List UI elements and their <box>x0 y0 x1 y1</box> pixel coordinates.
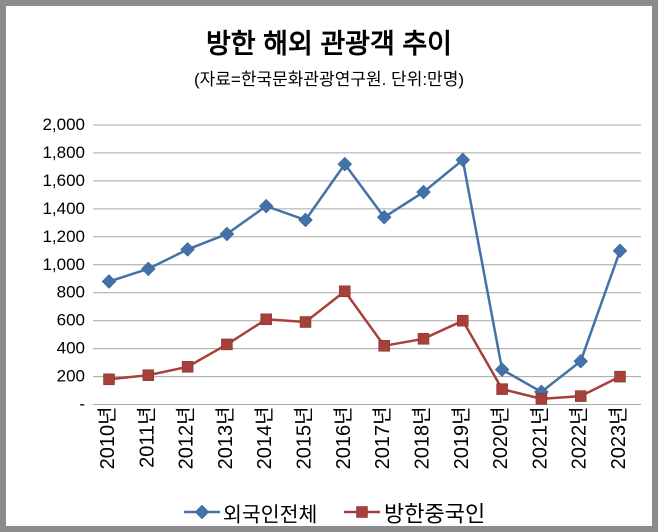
svg-text:2010년: 2010년 <box>96 407 119 470</box>
svg-text:2012년: 2012년 <box>175 407 198 470</box>
svg-text:1,600: 1,600 <box>42 171 85 190</box>
svg-text:1,400: 1,400 <box>42 199 85 218</box>
svg-text:2014년: 2014년 <box>253 407 276 470</box>
svg-text:2019년: 2019년 <box>450 407 473 470</box>
svg-text:1,800: 1,800 <box>42 143 85 162</box>
svg-text:2022년: 2022년 <box>568 407 591 470</box>
svg-text:800: 800 <box>57 283 85 302</box>
svg-text:2020년: 2020년 <box>489 406 512 469</box>
svg-text:1,000: 1,000 <box>42 255 85 274</box>
svg-text:2023년: 2023년 <box>607 407 630 470</box>
svg-text:2021년: 2021년 <box>528 407 551 470</box>
svg-text:600: 600 <box>57 311 85 330</box>
svg-text:200: 200 <box>57 367 85 386</box>
svg-text:2,000: 2,000 <box>42 115 85 134</box>
svg-text:2016년: 2016년 <box>332 407 355 470</box>
svg-text:1,200: 1,200 <box>42 227 85 246</box>
svg-text:2018년: 2018년 <box>411 407 434 470</box>
svg-text:-: - <box>79 395 85 414</box>
svg-text:400: 400 <box>57 339 85 358</box>
svg-text:2017년: 2017년 <box>371 407 394 470</box>
svg-text:2013년: 2013년 <box>214 407 237 470</box>
svg-text:2015년: 2015년 <box>293 407 316 470</box>
svg-text:2011년: 2011년 <box>135 407 158 468</box>
